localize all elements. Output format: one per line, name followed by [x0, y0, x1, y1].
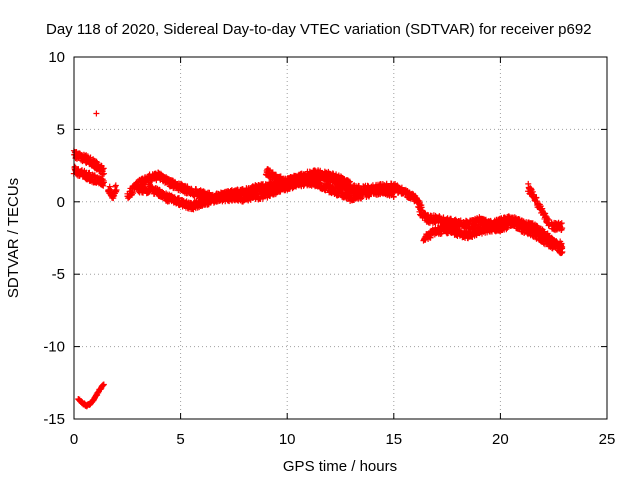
- grid-lines: [74, 57, 607, 419]
- x-tick-label: 10: [279, 431, 296, 448]
- y-tick-label: 5: [57, 121, 65, 138]
- y-axis-label: SDTVAR / TECUs: [5, 178, 22, 298]
- chart-title: Day 118 of 2020, Sidereal Day-to-day VTE…: [46, 21, 592, 38]
- data-point: [559, 225, 566, 232]
- data-point: [440, 214, 447, 221]
- x-tick-label: 15: [385, 431, 402, 448]
- data-point: [100, 381, 107, 388]
- x-tick-label: 25: [599, 431, 616, 448]
- data-point: [348, 184, 355, 191]
- y-tick-label: -10: [43, 339, 65, 356]
- data-point: [558, 220, 565, 227]
- x-axis-label: GPS time / hours: [283, 458, 397, 475]
- data-point: [112, 182, 119, 189]
- plot-frame: [73, 56, 608, 420]
- data-point: [558, 226, 565, 233]
- data-point: [100, 165, 107, 172]
- y-tick-label: 10: [48, 49, 65, 66]
- data-point: [107, 186, 114, 193]
- data-point: [310, 173, 317, 180]
- y-tick-label: 0: [57, 194, 65, 211]
- data-point: [101, 170, 108, 177]
- data-point: [456, 226, 463, 233]
- axis-ticks: 0 5 10 15 20 25 10 5 0 -5 -10 -15: [43, 49, 615, 448]
- data-point: [163, 190, 170, 197]
- data-point: [106, 183, 113, 190]
- y-tick-label: -15: [43, 411, 65, 428]
- data-point: [93, 110, 100, 117]
- x-tick-label: 5: [176, 431, 184, 448]
- data-point: [130, 190, 137, 197]
- x-tick-label: 20: [492, 431, 509, 448]
- data-point: [100, 179, 107, 186]
- data-point: [559, 243, 566, 250]
- y-tick-label: -5: [52, 266, 65, 283]
- data-point: [427, 234, 434, 241]
- data-point: [390, 194, 397, 201]
- data-point: [113, 186, 120, 193]
- x-tick-label: 0: [70, 431, 78, 448]
- data-points: [70, 110, 566, 410]
